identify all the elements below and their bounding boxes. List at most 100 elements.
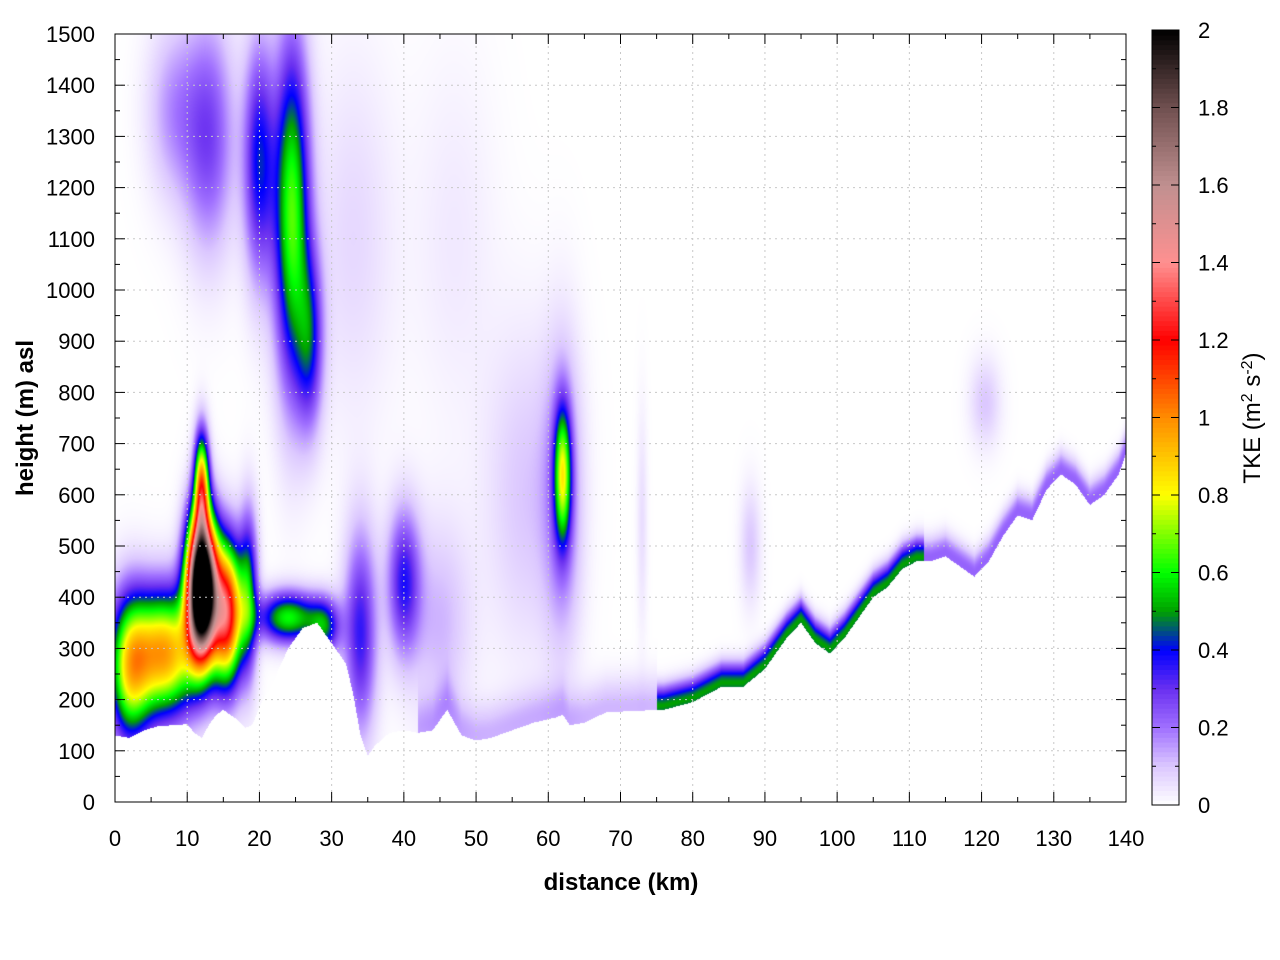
colorbar-tick-label: 0.4 <box>1198 638 1229 663</box>
colorbar-title-end: ) <box>1239 352 1266 360</box>
colorbar-segment <box>1152 548 1179 554</box>
colorbar-segment <box>1152 679 1179 685</box>
colorbar-segment <box>1152 291 1179 298</box>
colorbar-segment <box>1152 499 1179 506</box>
colorbar-segment <box>1152 785 1179 792</box>
colorbar-segment <box>1152 606 1179 612</box>
colorbar-segment <box>1152 97 1179 104</box>
colorbar-segment <box>1152 92 1179 99</box>
y-tick-label: 600 <box>58 483 95 508</box>
colorbar-tick-label: 0.8 <box>1198 483 1229 508</box>
colorbar-segment <box>1152 722 1179 729</box>
colorbar-segment <box>1152 611 1179 617</box>
x-tick-label: 30 <box>319 826 343 851</box>
colorbar-segment <box>1152 359 1179 365</box>
colorbar-segment <box>1152 88 1179 94</box>
colorbar-segment <box>1152 170 1179 176</box>
colorbar-segment <box>1152 83 1179 89</box>
x-tick-label: 100 <box>819 826 856 851</box>
colorbar-segment <box>1152 34 1179 41</box>
colorbar-segment <box>1152 693 1179 700</box>
colorbar-segment <box>1152 68 1179 75</box>
x-tick-label: 70 <box>608 826 632 851</box>
colorbar-segment <box>1152 756 1179 763</box>
colorbar-segment <box>1152 524 1179 530</box>
colorbar-segment <box>1152 126 1179 133</box>
colorbar-segment <box>1152 388 1179 394</box>
colorbar-segment <box>1152 475 1179 482</box>
colorbar-segment <box>1152 402 1179 409</box>
colorbar-segment <box>1152 30 1179 36</box>
colorbar-segment <box>1152 800 1179 806</box>
x-tick-label: 90 <box>753 826 777 851</box>
colorbar-segment <box>1152 320 1179 327</box>
colorbar-segment <box>1152 39 1179 46</box>
colorbar-segment <box>1152 461 1179 467</box>
colorbar-segment <box>1152 790 1179 796</box>
colorbar-segment <box>1152 456 1179 462</box>
colorbar-segment <box>1152 436 1179 443</box>
x-tick-label: 130 <box>1035 826 1072 851</box>
colorbar-segment <box>1152 640 1179 646</box>
colorbar-segment <box>1152 698 1179 704</box>
colorbar-segment <box>1152 557 1179 564</box>
colorbar-segment <box>1152 746 1179 753</box>
colorbar-segment <box>1152 238 1179 244</box>
colorbar-segment <box>1152 44 1179 50</box>
x-tick-label: 10 <box>175 826 199 851</box>
colorbar-segment <box>1152 417 1179 423</box>
y-tick-label: 700 <box>58 432 95 457</box>
colorbar-tick-label: 1.4 <box>1198 251 1229 276</box>
colorbar-segment <box>1152 78 1179 84</box>
colorbar-segment <box>1152 766 1179 772</box>
tick-layer <box>114 33 1127 803</box>
y-tick-label: 1500 <box>46 22 95 47</box>
colorbar-segment <box>1152 393 1179 399</box>
colorbar-segment <box>1152 267 1179 273</box>
colorbar-segment <box>1152 330 1179 336</box>
colorbar-title-sup2: -2 <box>1239 360 1256 374</box>
colorbar-segment <box>1152 383 1179 390</box>
x-tick-label: 20 <box>247 826 271 851</box>
colorbar-segment <box>1152 490 1179 496</box>
colorbar-segment <box>1152 151 1179 157</box>
colorbar-segment <box>1152 160 1179 167</box>
colorbar-segment <box>1152 49 1179 55</box>
colorbar-segment <box>1152 252 1179 259</box>
colorbar-segment <box>1152 277 1179 283</box>
colorbar-tick-label: 2 <box>1198 18 1210 43</box>
colorbar-segment <box>1152 107 1179 113</box>
colorbar-segment <box>1152 465 1179 472</box>
colorbar-segment <box>1152 495 1179 501</box>
colorbar-tick-label: 0.6 <box>1198 561 1229 586</box>
colorbar-segment <box>1152 369 1179 375</box>
y-tick-label: 100 <box>58 739 95 764</box>
colorbar-segment <box>1152 209 1179 215</box>
colorbar-segment <box>1152 262 1179 268</box>
x-tick-label: 60 <box>536 826 560 851</box>
colorbar-segment <box>1152 572 1179 578</box>
colorbar-segment <box>1152 344 1179 351</box>
colorbar-title-mid: s <box>1239 375 1266 394</box>
x-tick-label: 40 <box>392 826 416 851</box>
colorbar-segment <box>1152 335 1179 341</box>
colorbar-tick-label: 0 <box>1198 793 1210 818</box>
colorbar-segment <box>1152 175 1179 181</box>
colorbar-segment <box>1152 591 1179 598</box>
colorbar-segment <box>1152 131 1179 138</box>
colorbar-segment <box>1152 596 1179 603</box>
colorbar-segment <box>1152 654 1179 661</box>
x-axis-title: distance (km) <box>544 869 699 896</box>
colorbar-segment <box>1152 73 1179 80</box>
colorbar-segment <box>1152 325 1179 331</box>
colorbar-segment <box>1152 538 1179 545</box>
colorbar-segment <box>1152 310 1179 317</box>
y-tick-label: 1200 <box>46 176 95 201</box>
colorbar-segment <box>1152 528 1179 535</box>
colorbar-segment <box>1152 223 1179 230</box>
colorbar-segment <box>1152 727 1179 733</box>
y-tick-label: 1300 <box>46 124 95 149</box>
x-tick-labels: 0 10 20 30 40 50 60 70 80 90 100 110 120 130 140 <box>109 826 1144 851</box>
colorbar-segment <box>1152 717 1179 724</box>
